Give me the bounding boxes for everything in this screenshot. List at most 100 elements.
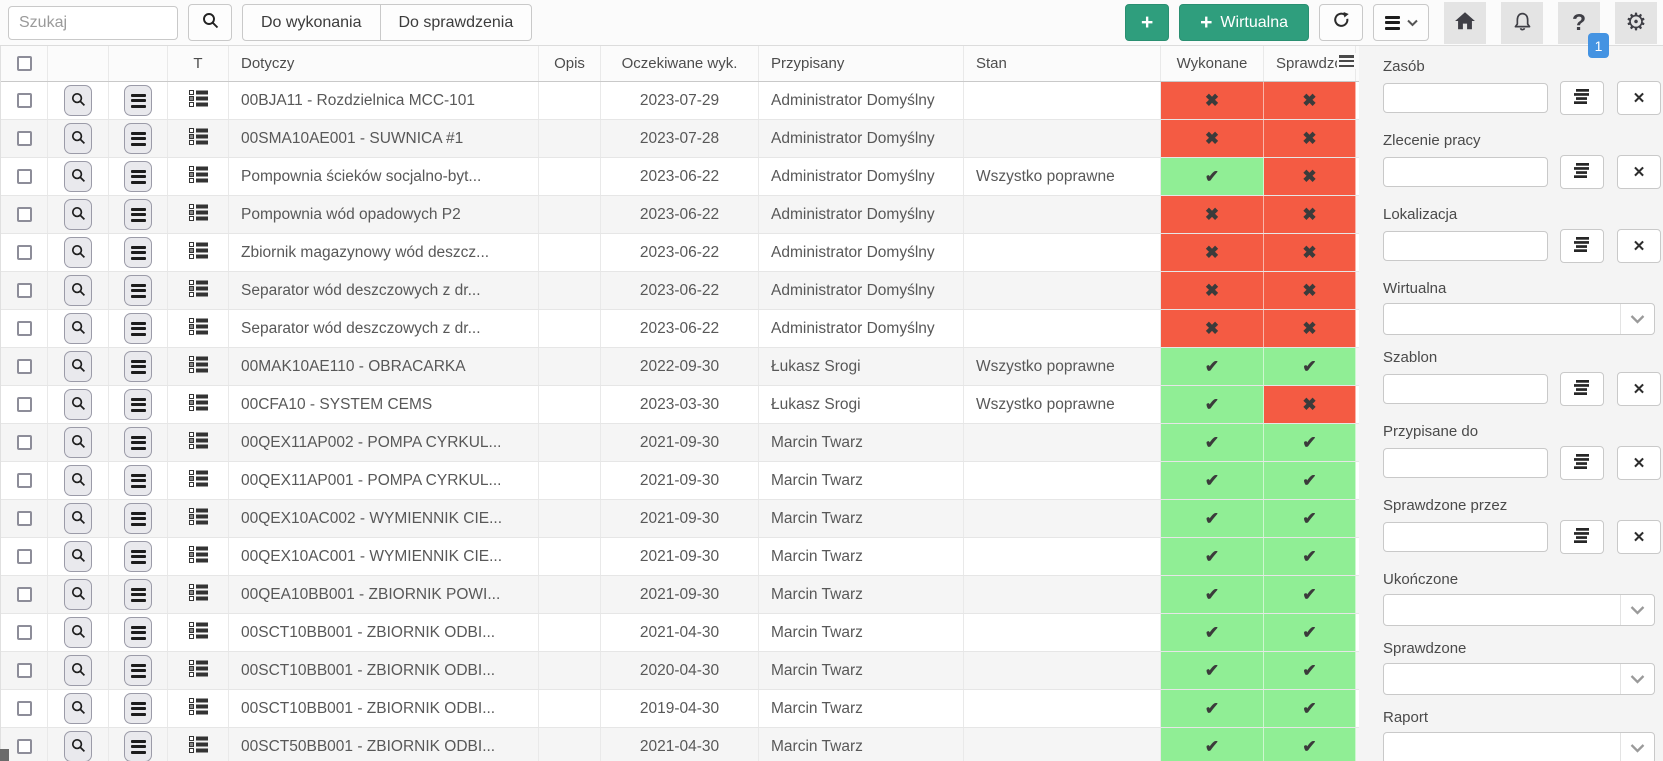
row-menu-button[interactable] (124, 693, 152, 724)
row-checkbox[interactable] (17, 739, 32, 754)
row-preview-button[interactable] (64, 617, 92, 648)
filter-picker-button[interactable] (1560, 81, 1604, 115)
row-preview-button[interactable] (64, 389, 92, 420)
row-checkbox[interactable] (17, 131, 32, 146)
row-preview-button[interactable] (64, 85, 92, 116)
columns-menu-icon[interactable] (1337, 53, 1356, 69)
header-stan[interactable]: Stan (964, 46, 1161, 81)
search-input[interactable] (8, 6, 178, 40)
row-menu-button[interactable] (124, 541, 152, 572)
row-menu-button[interactable] (124, 503, 152, 534)
row-preview-button[interactable] (64, 503, 92, 534)
filter-input[interactable] (1383, 231, 1548, 261)
row-preview-button[interactable] (64, 275, 92, 306)
table-row: 00QEA10BB001 - ZBIORNIK POWI... 2021-09-… (1, 576, 1359, 614)
row-menu-button[interactable] (124, 389, 152, 420)
row-checkbox[interactable] (17, 701, 32, 716)
refresh-button[interactable] (1319, 4, 1363, 41)
cell-sprawdzone: ✖ (1264, 310, 1356, 347)
row-checkbox[interactable] (17, 625, 32, 640)
row-checkbox[interactable] (17, 93, 32, 108)
row-menu-button[interactable] (124, 313, 152, 344)
row-checkbox[interactable] (17, 245, 32, 260)
row-preview-button[interactable] (64, 427, 92, 458)
filter-clear-button[interactable]: ✕ (1617, 155, 1661, 189)
filter-input[interactable] (1383, 374, 1548, 404)
row-menu-button[interactable] (124, 579, 152, 610)
notification-badge[interactable]: 1 (1588, 33, 1609, 58)
filter-select[interactable] (1383, 663, 1655, 695)
row-preview-button[interactable] (64, 465, 92, 496)
row-preview-button[interactable] (64, 199, 92, 230)
row-checkbox[interactable] (17, 359, 32, 374)
filter-select[interactable] (1383, 594, 1655, 626)
cell-dotyczy: 00SCT50BB001 - ZBIORNIK ODBI... (229, 728, 539, 761)
filter-picker-button[interactable] (1560, 520, 1604, 554)
filter-input[interactable] (1383, 448, 1548, 478)
row-preview-button[interactable] (64, 541, 92, 572)
row-checkbox[interactable] (17, 587, 32, 602)
row-menu-button[interactable] (124, 351, 152, 382)
row-menu-button[interactable] (124, 655, 152, 686)
row-preview-button[interactable] (64, 731, 92, 761)
filter-input[interactable] (1383, 157, 1548, 187)
row-preview-button[interactable] (64, 579, 92, 610)
row-preview-button[interactable] (64, 237, 92, 268)
row-menu-button[interactable] (124, 427, 152, 458)
row-checkbox[interactable] (17, 207, 32, 222)
row-checkbox[interactable] (17, 663, 32, 678)
row-preview-button[interactable] (64, 655, 92, 686)
filter-picker-button[interactable] (1560, 446, 1604, 480)
row-menu-button[interactable] (124, 123, 152, 154)
settings-button[interactable]: ⚙ (1615, 2, 1657, 44)
row-preview-button[interactable] (64, 313, 92, 344)
row-menu-button[interactable] (124, 199, 152, 230)
notifications-button[interactable] (1501, 2, 1543, 44)
row-menu-button[interactable] (124, 237, 152, 268)
header-przypisany[interactable]: Przypisany (759, 46, 964, 81)
filter-input[interactable] (1383, 522, 1548, 552)
row-preview-button[interactable] (64, 161, 92, 192)
row-menu-button[interactable] (124, 161, 152, 192)
row-preview-button[interactable] (64, 123, 92, 154)
do-wykonania-button[interactable]: Do wykonania (242, 4, 381, 41)
do-sprawdzenia-button[interactable]: Do sprawdzenia (380, 4, 533, 41)
filter-select[interactable] (1383, 303, 1655, 335)
filter-picker-button[interactable] (1560, 155, 1604, 189)
filter-select[interactable] (1383, 732, 1655, 761)
grid-menu-button[interactable] (1373, 4, 1429, 41)
row-checkbox[interactable] (17, 169, 32, 184)
home-button[interactable] (1444, 2, 1486, 44)
add-button[interactable]: + (1125, 4, 1169, 41)
filter-picker-button[interactable] (1560, 229, 1604, 263)
select-all-checkbox[interactable] (17, 56, 32, 71)
row-checkbox[interactable] (17, 549, 32, 564)
filter-clear-button[interactable]: ✕ (1617, 446, 1661, 480)
filter-picker-button[interactable] (1560, 372, 1604, 406)
row-checkbox[interactable] (17, 283, 32, 298)
filter-clear-button[interactable]: ✕ (1617, 520, 1661, 554)
row-menu-button[interactable] (124, 85, 152, 116)
row-menu-button[interactable] (124, 465, 152, 496)
row-checkbox[interactable] (17, 511, 32, 526)
header-type[interactable]: T (168, 46, 229, 81)
filter-clear-button[interactable]: ✕ (1617, 372, 1661, 406)
row-checkbox[interactable] (17, 473, 32, 488)
row-checkbox[interactable] (17, 321, 32, 336)
search-button[interactable] (188, 4, 232, 41)
row-menu-button[interactable] (124, 275, 152, 306)
add-virtual-button[interactable]: + Wirtualna (1179, 4, 1309, 41)
header-opis[interactable]: Opis (539, 46, 601, 81)
row-menu-button[interactable] (124, 617, 152, 648)
row-menu-button[interactable] (124, 731, 152, 761)
row-checkbox[interactable] (17, 435, 32, 450)
row-preview-button[interactable] (64, 351, 92, 382)
header-wykonane[interactable]: Wykonane (1161, 46, 1264, 81)
header-dotyczy[interactable]: Dotyczy (229, 46, 539, 81)
filter-input[interactable] (1383, 83, 1548, 113)
row-preview-button[interactable] (64, 693, 92, 724)
filter-clear-button[interactable]: ✕ (1617, 81, 1661, 115)
filter-clear-button[interactable]: ✕ (1617, 229, 1661, 263)
header-oczekiwane[interactable]: Oczekiwane wyk. (601, 46, 759, 81)
row-checkbox[interactable] (17, 397, 32, 412)
